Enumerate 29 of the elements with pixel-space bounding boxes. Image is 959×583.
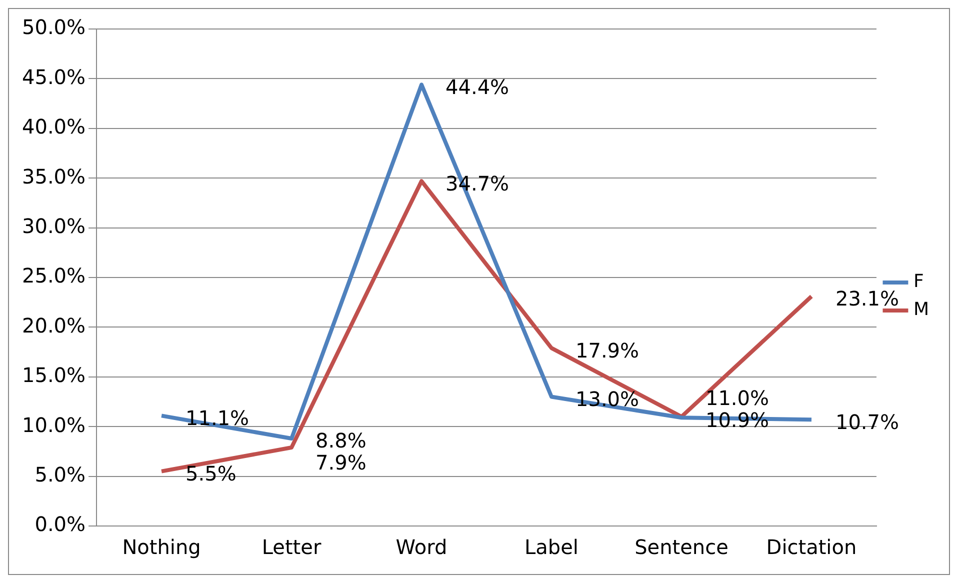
data-label: 44.4%	[446, 74, 510, 99]
y-tick-label: 40.0%	[22, 114, 86, 139]
x-tick-label: Word	[396, 535, 448, 560]
data-label: 11.0%	[705, 386, 770, 410]
x-tick-label: Dictation	[766, 535, 857, 560]
data-label: 13.0%	[575, 386, 640, 411]
data-label: 8.8%	[316, 428, 366, 453]
y-tick-label: 10.0%	[22, 412, 86, 437]
data-label: 23.1%	[835, 286, 900, 311]
y-tick-label: 5.0%	[34, 462, 86, 487]
data-label: 10.7%	[835, 410, 900, 434]
legend-label: M	[913, 299, 929, 320]
data-label: 17.9%	[575, 338, 640, 362]
y-tick-label: 0.0%	[34, 512, 86, 536]
y-tick-label: 50.0%	[22, 15, 86, 40]
x-tick-label: Sentence	[634, 535, 728, 560]
legend-label: F	[913, 271, 924, 292]
x-tick-label: Label	[524, 535, 578, 560]
y-tick-label: 15.0%	[22, 363, 86, 388]
y-tick-label: 20.0%	[22, 313, 86, 338]
x-tick-label: Letter	[262, 535, 322, 560]
y-tick-label: 25.0%	[22, 264, 86, 288]
y-tick-label: 45.0%	[22, 64, 86, 89]
data-label: 7.9%	[316, 450, 366, 475]
y-tick-label: 30.0%	[22, 214, 86, 238]
data-label: 11.1%	[186, 406, 250, 430]
y-tick-label: 35.0%	[22, 164, 86, 188]
data-label: 5.5%	[186, 462, 236, 486]
x-tick-label: Nothing	[122, 535, 201, 560]
